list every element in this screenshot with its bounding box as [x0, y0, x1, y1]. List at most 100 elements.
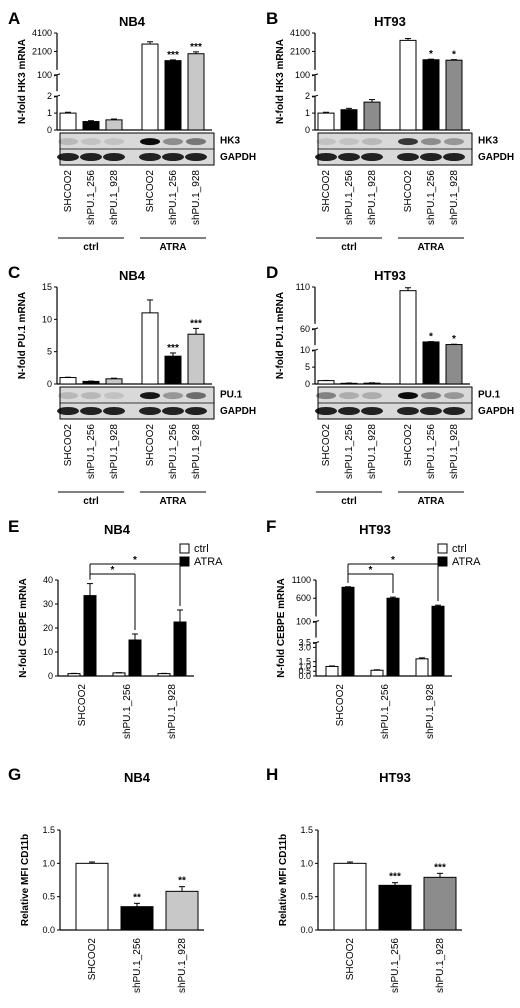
- significance-marker: *: [452, 334, 456, 345]
- blot-band: [315, 407, 337, 415]
- y-tick-label: 2100: [32, 46, 52, 56]
- significance-marker: *: [369, 565, 373, 576]
- x-tick-label: shPU.1_256: [168, 170, 179, 225]
- chart-title: HT93: [374, 268, 406, 283]
- y-axis-label: N-fold PU.1 mRNA: [275, 292, 286, 379]
- blot-label: GAPDH: [220, 152, 256, 163]
- panel-letter: B: [266, 9, 278, 28]
- blot-label: GAPDH: [220, 406, 256, 417]
- blot-band: [162, 407, 184, 415]
- y-tick-label: 2: [47, 91, 52, 101]
- blot-band: [140, 392, 160, 400]
- y-tick-label: 40: [43, 575, 53, 585]
- y-axis-label: N-fold HK3 mRNA: [17, 39, 28, 124]
- group-label: ATRA: [159, 242, 186, 253]
- bars: [317, 38, 463, 131]
- x-tick-label: SHCOO2: [145, 170, 156, 213]
- y-tick-label: 1.5: [298, 657, 311, 667]
- blot-band: [362, 138, 382, 146]
- blot-band: [443, 153, 465, 161]
- bar: [141, 312, 159, 385]
- significance-marker: ***: [434, 862, 446, 873]
- x-tick-label: SHCOO2: [63, 424, 74, 467]
- error-bar: [170, 352, 176, 357]
- y-tick-label: 1.0: [298, 661, 311, 671]
- error-bar: [435, 604, 441, 607]
- blot-band: [338, 407, 360, 415]
- error-bar: [170, 59, 176, 61]
- significance-marker: ***: [167, 50, 179, 61]
- y-axis-label: N-fold CEBPE mRNA: [276, 578, 287, 677]
- bar: [445, 344, 463, 385]
- bar: [82, 121, 100, 131]
- bar: [399, 290, 417, 385]
- bar: [67, 673, 81, 677]
- bars: [317, 287, 463, 385]
- error-bar: [132, 633, 138, 640]
- bar: [105, 378, 123, 385]
- blot-band: [103, 407, 125, 415]
- y-tick-label: 0.0: [42, 925, 55, 935]
- bar: [165, 890, 199, 931]
- y-tick-label: 0.0: [300, 925, 313, 935]
- y-tick-label: 1.0: [300, 858, 313, 868]
- blot-band: [420, 153, 442, 161]
- group-label: ctrl: [83, 242, 99, 253]
- blot-band: [57, 153, 79, 161]
- error-bar: [437, 872, 443, 878]
- y-tick-label: 5: [47, 347, 52, 357]
- bar: [325, 665, 339, 677]
- significance-bracket: *: [347, 565, 394, 594]
- blot-band: [398, 138, 418, 146]
- error-bar: [111, 377, 117, 379]
- bar: [164, 60, 182, 131]
- blot-label: PU.1: [220, 390, 243, 401]
- chart-title: HT93: [379, 770, 411, 785]
- significance-bracket: *: [347, 555, 439, 602]
- error-bar: [147, 41, 153, 45]
- y-axis: 0 5 10 15: [42, 282, 212, 389]
- y-tick-label: 15: [42, 282, 52, 292]
- bar: [164, 355, 182, 385]
- x-tick-label: shPU.1_928: [109, 170, 120, 225]
- blot-band: [339, 392, 359, 400]
- blot-band: [80, 407, 102, 415]
- legend-swatch: [437, 543, 448, 554]
- group-label: ATRA: [417, 242, 444, 253]
- x-tick-label: shPU.1_256: [344, 170, 355, 225]
- blot-band: [103, 153, 125, 161]
- error-bar: [405, 287, 411, 291]
- group-label: ATRA: [159, 496, 186, 507]
- bar: [423, 876, 457, 931]
- x-tick-label: SHCOO2: [77, 684, 88, 727]
- blot-label: HK3: [220, 136, 240, 147]
- bar: [105, 119, 123, 131]
- x-tick-label: SHCOO2: [321, 170, 332, 213]
- error-bar: [65, 111, 71, 114]
- bars: [59, 299, 205, 385]
- bar: [415, 658, 429, 677]
- y-axis: 0 10 20 30 40: [43, 575, 194, 681]
- error-bar: [177, 609, 183, 622]
- blot-band: [162, 153, 184, 161]
- bars: [67, 583, 187, 677]
- bar: [333, 862, 367, 931]
- blot-band: [140, 138, 160, 146]
- x-tick-label: shPU.1_928: [367, 170, 378, 225]
- blot-band: [316, 138, 336, 146]
- y-tick-label: 110: [296, 282, 310, 292]
- blot-band: [338, 153, 360, 161]
- western-blot: [315, 386, 473, 420]
- blot-band: [397, 153, 419, 161]
- bar: [112, 672, 126, 677]
- error-bar: [419, 657, 425, 659]
- chart-title: NB4: [104, 522, 131, 537]
- x-tick-label: SHCOO2: [87, 938, 98, 981]
- x-tick-label: shPU.1_928: [435, 938, 446, 993]
- bars: [59, 41, 205, 131]
- group-label: ctrl: [341, 496, 357, 507]
- y-tick-label: 30: [43, 599, 53, 609]
- error-bar: [193, 51, 199, 54]
- error-bar: [428, 58, 434, 60]
